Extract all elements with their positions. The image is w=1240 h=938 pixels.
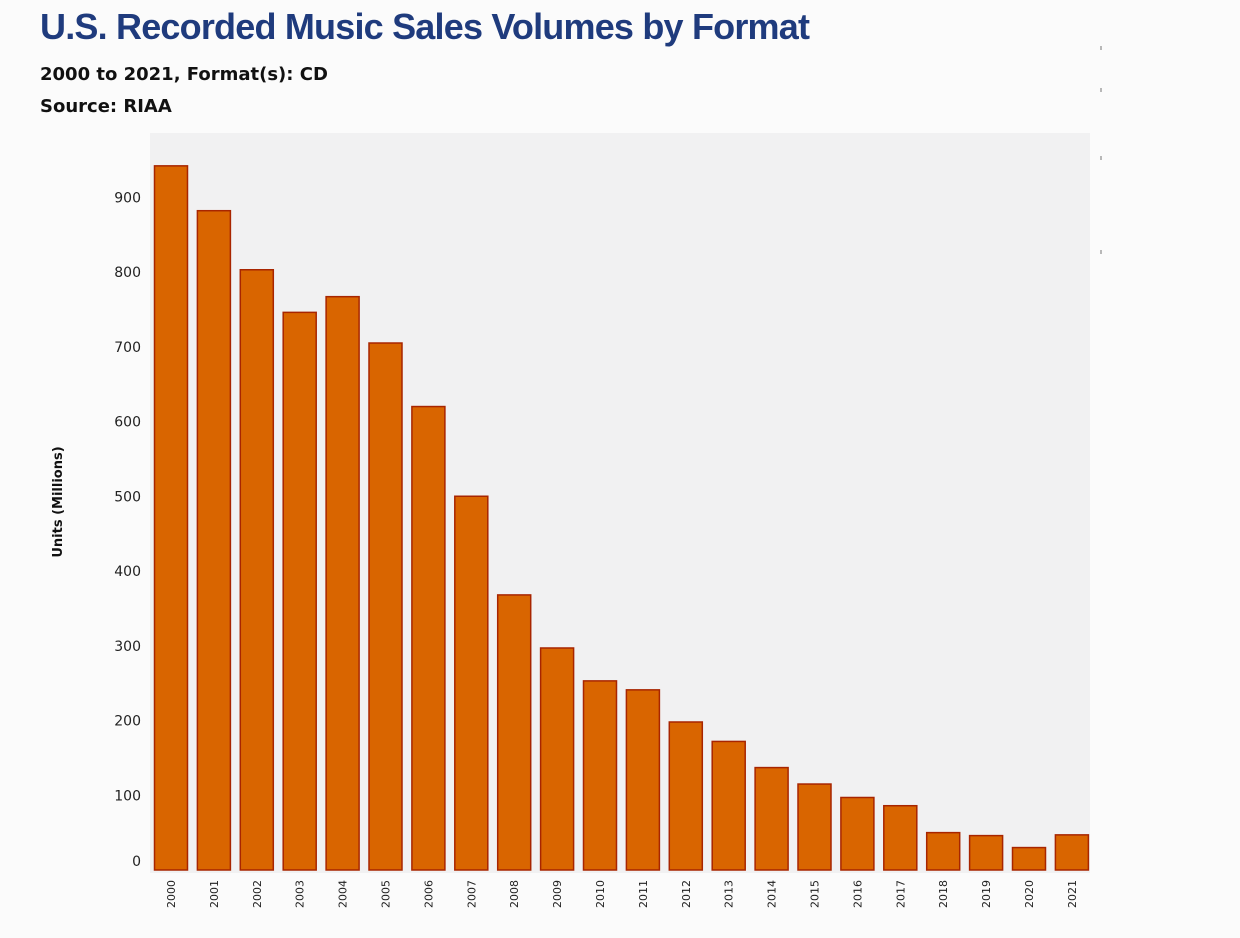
x-tick-label: 2021 bbox=[1066, 880, 1079, 908]
x-tick-label: 2009 bbox=[551, 880, 564, 908]
x-tick-label: 2007 bbox=[465, 880, 478, 908]
y-tick-label: 400 bbox=[114, 564, 141, 580]
x-tick-label: 2006 bbox=[422, 880, 435, 908]
bar-2015 bbox=[797, 783, 832, 871]
y-tick-label: 800 bbox=[114, 265, 141, 281]
y-tick-label: 600 bbox=[114, 415, 141, 431]
y-tick-label: 300 bbox=[114, 639, 141, 655]
bar-2003 bbox=[282, 311, 317, 871]
x-tick-label: 2014 bbox=[766, 880, 779, 908]
chart-subtitle-range: 2000 to 2021, Format(s): CD bbox=[40, 64, 328, 85]
x-tick-label: 2012 bbox=[680, 880, 693, 908]
bars bbox=[153, 165, 1090, 871]
bar-2008 bbox=[496, 594, 532, 871]
bar-2021 bbox=[1054, 834, 1090, 871]
bar-2011 bbox=[625, 689, 661, 871]
bar-2013 bbox=[711, 740, 746, 871]
y-tick-label: 700 bbox=[114, 340, 141, 356]
y-tick-label: 900 bbox=[114, 190, 141, 206]
x-tick-label: 2011 bbox=[637, 880, 650, 908]
bar-2009 bbox=[539, 647, 575, 871]
x-tick-label: 2005 bbox=[380, 880, 393, 908]
bar-2000 bbox=[153, 165, 189, 871]
x-axis-ticks: 2000 2001 2002 2003 2004 2005 2006 2007 2008 2009… bbox=[165, 880, 1079, 908]
chart-source: Source: RIAA bbox=[40, 96, 172, 117]
bar-2012 bbox=[668, 721, 704, 871]
bar-2014 bbox=[754, 766, 789, 871]
x-tick-label: 2003 bbox=[294, 880, 307, 908]
x-tick-label: 2013 bbox=[723, 880, 736, 908]
x-tick-label: 2008 bbox=[508, 880, 521, 908]
chart-title: U.S. Recorded Music Sales Volumes by For… bbox=[40, 6, 810, 47]
x-tick-label: 2018 bbox=[937, 880, 950, 908]
y-axis-label: Units (Millions) bbox=[51, 446, 66, 557]
x-tick-label: 2017 bbox=[894, 880, 907, 908]
bar-2005 bbox=[368, 342, 403, 871]
bar-2010 bbox=[582, 680, 618, 871]
x-tick-label: 2000 bbox=[165, 880, 178, 908]
bar-2016 bbox=[840, 796, 875, 871]
x-tick-label: 2001 bbox=[208, 880, 221, 908]
bar-2020 bbox=[1011, 846, 1047, 871]
x-tick-label: 2019 bbox=[980, 880, 993, 908]
bar-2004 bbox=[325, 295, 360, 871]
bar-2018 bbox=[925, 831, 961, 871]
x-tick-label: 2002 bbox=[251, 880, 264, 908]
bar-2002 bbox=[239, 269, 275, 871]
bar-2006 bbox=[411, 405, 446, 871]
x-tick-label: 2020 bbox=[1023, 880, 1036, 908]
x-tick-label: 2004 bbox=[337, 880, 350, 908]
bar-2017 bbox=[883, 804, 918, 871]
y-axis-ticks: 0 100 200 300 400 500 600 700 800 900 bbox=[114, 190, 141, 870]
y-tick-label: 100 bbox=[114, 788, 141, 804]
x-tick-label: 2010 bbox=[594, 880, 607, 908]
bar-2001 bbox=[196, 209, 232, 871]
y-tick-label: 0 bbox=[132, 854, 141, 870]
x-tick-label: 2015 bbox=[809, 880, 822, 908]
bar-2019 bbox=[968, 834, 1004, 871]
y-tick-label: 200 bbox=[114, 714, 141, 730]
bar-2007 bbox=[454, 495, 489, 871]
x-tick-label: 2016 bbox=[851, 880, 864, 908]
y-tick-label: 500 bbox=[114, 489, 141, 505]
